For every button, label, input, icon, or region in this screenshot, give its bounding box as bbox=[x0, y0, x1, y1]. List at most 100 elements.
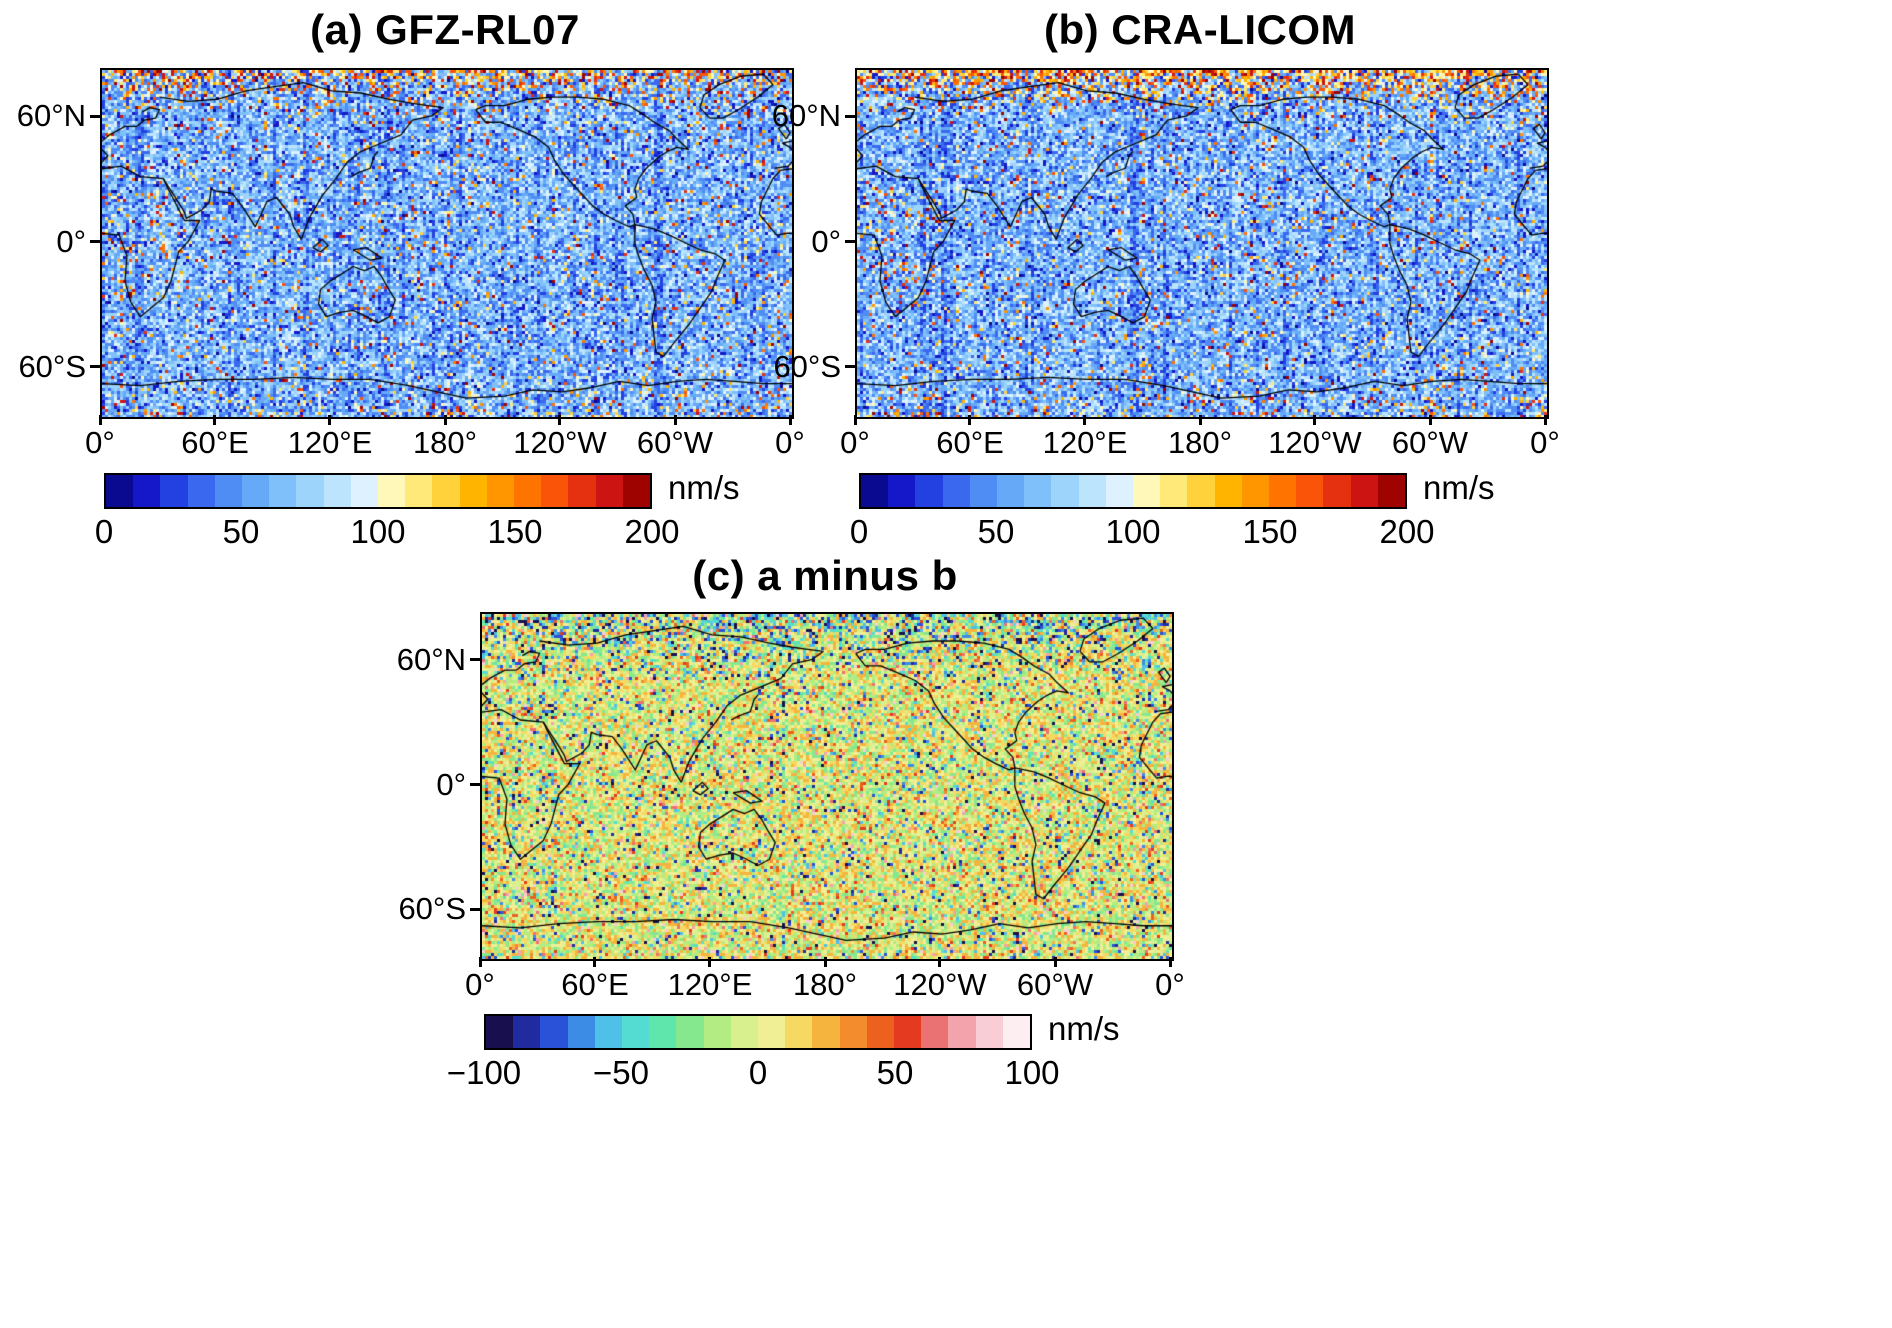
colorbar-segment bbox=[350, 475, 379, 507]
lat-tick-0: 0° bbox=[56, 223, 86, 259]
lat-tick-60s: 60°S bbox=[773, 348, 841, 384]
lon-tickmark bbox=[788, 415, 792, 425]
panel-c: (c) a minus b 60°N 0° 60°S 0° 60°E 120°E… bbox=[397, 552, 1185, 1112]
colorbar-a-unit: nm/s bbox=[668, 469, 740, 506]
lat-tick-60n: 60°N bbox=[771, 98, 841, 134]
panel-b: (b) CRA-LICOM 60°N 0° 60°S 0° 60°E 120°E… bbox=[772, 6, 1560, 566]
colorbar-c bbox=[484, 1014, 1032, 1050]
colorbar-segment bbox=[1214, 475, 1242, 507]
colorbar-segment bbox=[595, 475, 623, 507]
cbar-b-tick-150: 150 bbox=[1242, 513, 1298, 550]
colorbar-segment bbox=[568, 475, 596, 507]
colorbar-segment bbox=[975, 1016, 1003, 1048]
colorbar-segment bbox=[758, 1016, 786, 1048]
lon-tickmark bbox=[1083, 415, 1087, 425]
colorbar-segment bbox=[1024, 475, 1052, 507]
lat-tickmark bbox=[90, 365, 100, 369]
lat-tick-60n: 60°N bbox=[16, 98, 86, 134]
panel-b-colorbar-wrap: nm/s 0 50 100 150 200 bbox=[850, 469, 1495, 557]
cbar-b-tick-200: 200 bbox=[1379, 513, 1435, 550]
lon-tick-60w: 60°W bbox=[1391, 425, 1469, 460]
colorbar-segment bbox=[513, 1016, 541, 1048]
lat-tick-60s: 60°S bbox=[18, 348, 86, 384]
colorbar-segment bbox=[839, 1016, 867, 1048]
colorbar-segment bbox=[622, 1016, 650, 1048]
lat-tick-0: 0° bbox=[811, 223, 841, 259]
colorbar-segment bbox=[540, 1016, 568, 1048]
cbar-b-tick-0: 0 bbox=[849, 513, 869, 550]
colorbar-segment bbox=[622, 475, 651, 507]
lat-tickmark bbox=[90, 114, 100, 118]
lat-tick-60n: 60°N bbox=[396, 641, 466, 677]
panel-a-colorbar-wrap: nm/s 0 50 100 150 200 bbox=[95, 469, 740, 557]
colorbar-segment bbox=[921, 1016, 949, 1048]
cbar-a-tick-0: 0 bbox=[94, 513, 114, 550]
colorbar-segment bbox=[486, 1016, 514, 1048]
lon-tick-120e: 120°E bbox=[667, 967, 753, 1002]
panel-b-title: (b) CRA-LICOM bbox=[1043, 6, 1357, 53]
lon-tickmark bbox=[1543, 415, 1547, 425]
lat-tick-60s: 60°S bbox=[398, 891, 466, 927]
cbar-a-tick-50: 50 bbox=[222, 513, 260, 550]
lat-tickmark bbox=[845, 114, 855, 118]
map-c-canvas bbox=[480, 612, 1174, 961]
cbar-a-tick-200: 200 bbox=[624, 513, 680, 550]
lon-tickmark bbox=[98, 415, 102, 425]
colorbar-segment bbox=[1241, 475, 1270, 507]
colorbar-segment bbox=[514, 475, 542, 507]
map-a-canvas bbox=[100, 68, 794, 419]
map-b-canvas bbox=[855, 68, 1549, 419]
colorbar-segment bbox=[296, 475, 324, 507]
colorbar-segment bbox=[214, 475, 243, 507]
colorbar-segment bbox=[1323, 475, 1351, 507]
lon-tick-0b: 0° bbox=[1155, 967, 1185, 1002]
lon-tick-0b: 0° bbox=[775, 425, 805, 460]
colorbar-segment bbox=[866, 1016, 895, 1048]
colorbar-segment bbox=[541, 475, 569, 507]
panel-a-title: (a) GFZ-RL07 bbox=[310, 6, 580, 53]
cbar-c-tick-50: 50 bbox=[876, 1054, 914, 1091]
lat-tickmark bbox=[470, 907, 480, 911]
cbar-c-tick-0: 0 bbox=[748, 1054, 768, 1091]
lon-tick-0b: 0° bbox=[1530, 425, 1560, 460]
colorbar-b bbox=[859, 473, 1407, 509]
panel-c-title: (c) a minus b bbox=[692, 552, 958, 599]
colorbar-segment bbox=[486, 475, 515, 507]
lon-tickmark bbox=[558, 415, 562, 425]
colorbar-segment bbox=[1105, 475, 1134, 507]
colorbar-a-ticks: 0 50 100 150 200 bbox=[95, 513, 680, 557]
colorbar-segment bbox=[1133, 475, 1161, 507]
colorbar-segment bbox=[915, 475, 943, 507]
colorbar-segment bbox=[1002, 1016, 1031, 1048]
colorbar-segment bbox=[649, 1016, 677, 1048]
lat-tickmark bbox=[845, 240, 855, 243]
cbar-c-tick-m50: −50 bbox=[593, 1054, 649, 1091]
lon-tickmark bbox=[1198, 415, 1202, 425]
lon-tickmark bbox=[593, 957, 597, 967]
colorbar-segment bbox=[997, 475, 1025, 507]
colorbar-segment bbox=[567, 1016, 595, 1048]
colorbar-b-ticks: 0 50 100 150 200 bbox=[850, 513, 1435, 557]
colorbar-segment bbox=[1160, 475, 1188, 507]
lat-tick-0: 0° bbox=[436, 766, 466, 802]
colorbar-c-unit: nm/s bbox=[1048, 1010, 1120, 1047]
lon-tickmark bbox=[1168, 957, 1172, 967]
colorbar-segment bbox=[948, 1016, 976, 1048]
colorbar-segment bbox=[1296, 475, 1324, 507]
lon-tick-180: 180° bbox=[1167, 425, 1233, 460]
lon-tickmark bbox=[1053, 957, 1057, 967]
colorbar-segment bbox=[1269, 475, 1297, 507]
colorbar-segment bbox=[730, 1016, 759, 1048]
lon-tick-0: 0° bbox=[465, 967, 495, 1002]
colorbar-segment bbox=[459, 475, 487, 507]
cbar-b-tick-100: 100 bbox=[1105, 513, 1161, 550]
cbar-c-tick-100: 100 bbox=[1004, 1054, 1060, 1091]
panel-c-map: 60°N 0° 60°S 0° 60°E 120°E 180° 120°W 60… bbox=[397, 612, 1185, 1002]
colorbar-segment bbox=[676, 1016, 704, 1048]
lat-tickmark bbox=[470, 658, 480, 662]
panel-a: (a) GFZ-RL07 60°N 0° 60°S 0° 60°E 120°E … bbox=[17, 6, 805, 566]
lon-tick-120w: 120°W bbox=[893, 967, 987, 1002]
lat-tickmark bbox=[90, 240, 100, 243]
colorbar-segment bbox=[861, 475, 889, 507]
colorbar-a bbox=[104, 473, 652, 509]
